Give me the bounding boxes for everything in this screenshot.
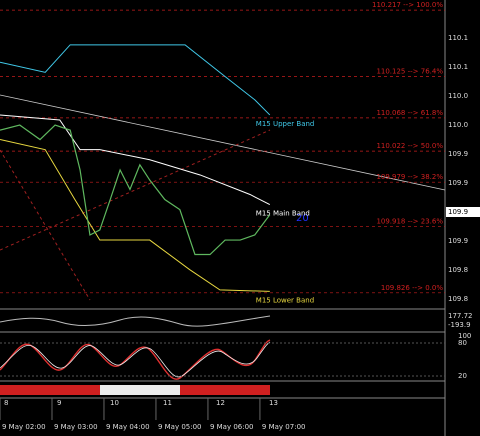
- price-label: 109.9: [448, 179, 468, 187]
- series-line: [0, 44, 271, 116]
- series-line: [0, 139, 270, 292]
- fib-label: 110.068 --> 61.8%: [376, 109, 443, 117]
- x-tick-label: 9 May 04:00: [106, 423, 150, 431]
- fib-label: 110.022 --> 50.0%: [376, 142, 443, 150]
- price-label: 109.8: [448, 266, 468, 274]
- bar-label: 8: [4, 399, 8, 407]
- stoch-label: 20: [458, 372, 467, 380]
- x-tick-label: 9 May 03:00: [54, 423, 98, 431]
- trend-line: [0, 94, 446, 191]
- band-period: 20: [296, 213, 309, 224]
- price-label: 109.9: [448, 150, 468, 158]
- price-marker: [446, 207, 480, 217]
- bar-label: 11: [163, 399, 172, 407]
- band-label: M15 Main Band: [256, 210, 310, 218]
- price-label: 110.0: [448, 121, 468, 129]
- fib-label: 109.979 --> 38.2%: [376, 173, 443, 181]
- x-tick-label: 9 May 07:00: [262, 423, 306, 431]
- trend-strip: [0, 385, 100, 395]
- bar-label: 13: [269, 399, 278, 407]
- x-tick-label: 9 May 05:00: [158, 423, 202, 431]
- fib-label: 110.125 --> 76.4%: [376, 68, 443, 76]
- fib-label: 109.918 --> 23.6%: [376, 217, 443, 225]
- band-label: M15 Upper Band: [256, 120, 315, 128]
- stoch-signal: [0, 341, 271, 378]
- bar-label: 12: [216, 399, 225, 407]
- x-tick-label: 9 May 02:00: [2, 423, 46, 431]
- cci-label: 177.72: [448, 312, 473, 320]
- price-label: 109.9: [448, 208, 468, 216]
- fib-label: 110.217 --> 100.0%: [372, 1, 443, 9]
- cci-label: -193.9: [448, 321, 471, 329]
- trend-line: [0, 129, 271, 251]
- bar-label: 10: [110, 399, 119, 407]
- stoch-line: [0, 339, 271, 380]
- fib-label: 109.826 --> 0.0%: [381, 284, 443, 292]
- price-label: 109.9: [448, 237, 468, 245]
- stoch-label: 80: [458, 339, 467, 347]
- trend-line: [0, 149, 91, 301]
- series-line: [0, 114, 271, 206]
- stoch-label: 100: [458, 332, 471, 340]
- x-tick-label: 9 May 06:00: [210, 423, 254, 431]
- price-label: 110.0: [448, 92, 468, 100]
- series-line: [0, 124, 271, 256]
- trend-strip: [180, 385, 270, 395]
- price-label: 110.1: [448, 63, 468, 71]
- bar-label: 9: [57, 399, 61, 407]
- price-label: 109.8: [448, 295, 468, 303]
- band-label: M15 Lower Band: [256, 296, 314, 304]
- cci-line: [0, 315, 271, 327]
- price-label: 110.1: [448, 34, 468, 42]
- trend-strip: [100, 385, 180, 395]
